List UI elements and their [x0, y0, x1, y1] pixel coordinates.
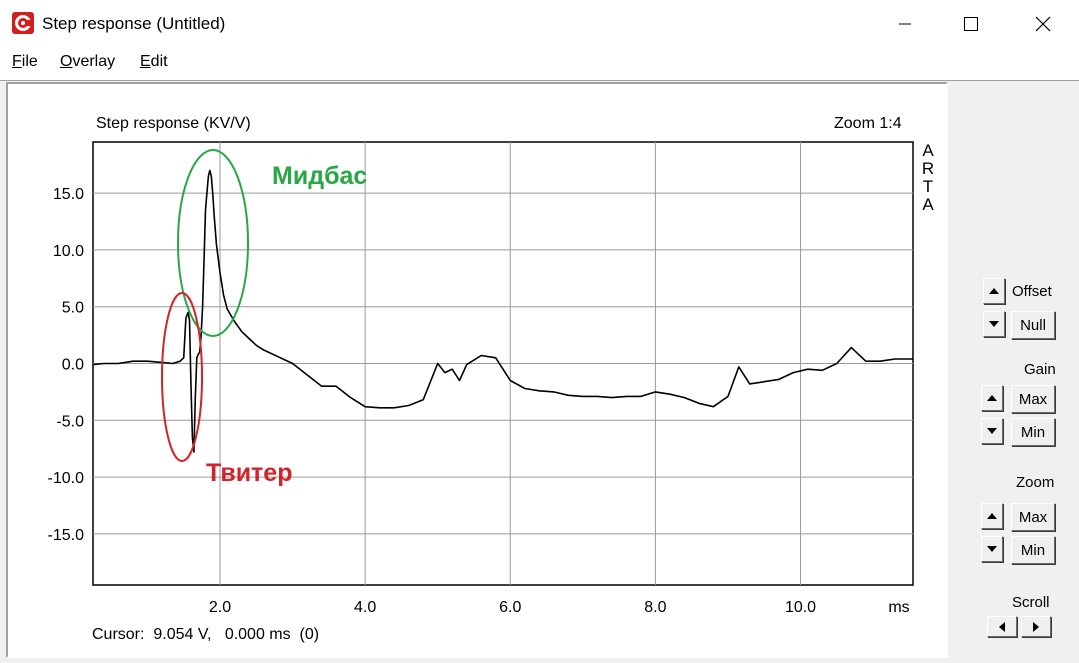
close-button[interactable] [1013, 0, 1073, 48]
down-arrow-icon [987, 428, 997, 434]
x-tick-label: 8.0 [644, 599, 666, 616]
chart-series [92, 169, 913, 453]
plot-title: Step response (KV/V) [96, 115, 251, 132]
scroll-label: Scroll [1012, 594, 1050, 611]
menu-overlay-accel: O [60, 53, 73, 70]
zoom-max-button[interactable]: Max [1011, 503, 1055, 531]
arta-letter: R [921, 159, 935, 178]
y-tick-label: 15.0 [53, 186, 84, 203]
window-title: Step response (Untitled) [42, 14, 226, 33]
menu-bar: File Overlay Edit [0, 48, 1079, 80]
x-tick-label: 2.0 [209, 599, 231, 616]
arta-app-icon[interactable] [12, 12, 34, 34]
gain-min-button[interactable]: Min [1011, 418, 1055, 446]
up-arrow-icon [989, 288, 999, 294]
gain-up-button[interactable] [981, 385, 1003, 411]
y-tick-label: 0.0 [62, 357, 84, 374]
zoom-down-button[interactable] [981, 536, 1003, 562]
chart-tick-labels: 2.0 4.0 6.0 8.0 10.0 15.0 10.0 5.0 0.0 -5.0 -10.0 -… [48, 186, 910, 616]
arta-letter: A [922, 195, 934, 214]
menu-file-label: ile [21, 53, 38, 70]
y-tick-label: 5.0 [62, 300, 84, 317]
chart-grid [92, 141, 914, 586]
minimize-icon [899, 23, 911, 25]
menu-edit-accel: E [140, 53, 151, 70]
menu-file[interactable]: File [12, 53, 38, 71]
x-tick-label: 6.0 [499, 599, 521, 616]
maximize-button[interactable] [941, 0, 1001, 48]
x-tick-label: 4.0 [354, 599, 376, 616]
close-icon [1035, 16, 1051, 32]
x-tick-label: 10.0 [785, 599, 816, 616]
scroll-right-button[interactable] [1021, 616, 1051, 637]
midbass-annotation-label: Мидбас [272, 162, 367, 190]
down-arrow-icon [989, 321, 999, 327]
right-arrow-icon [1033, 621, 1039, 632]
up-arrow-icon [987, 395, 997, 401]
gain-down-button[interactable] [981, 418, 1003, 444]
tweeter-highlight-ellipse [161, 292, 203, 462]
arta-brand-label: A R T A [920, 142, 936, 214]
menu-file-accel: F [12, 53, 22, 70]
gain-max-button[interactable]: Max [1011, 385, 1055, 413]
gain-label: Gain [1024, 361, 1056, 378]
y-tick-label: 10.0 [53, 243, 84, 260]
offset-down-button[interactable] [983, 311, 1005, 337]
cursor-readout: Cursor: 9.054 V, 0.000 ms (0) [92, 626, 320, 643]
menu-edit[interactable]: Edit [140, 53, 168, 71]
menu-overlay-label: verlay [72, 53, 116, 70]
arta-letter: T [922, 177, 934, 196]
midbass-highlight-ellipse [177, 149, 249, 337]
tweeter-annotation-label: Твитер [206, 459, 292, 487]
up-arrow-icon [987, 513, 997, 519]
zoom-min-button[interactable]: Min [1011, 536, 1055, 564]
zoom-up-button[interactable] [981, 503, 1003, 529]
chart-annotations: Мидбас Твитер [161, 149, 367, 487]
scroll-left-button[interactable] [987, 616, 1017, 637]
y-tick-label: -5.0 [56, 413, 84, 430]
x-axis-unit-label: ms [888, 599, 909, 616]
left-arrow-icon [999, 621, 1005, 632]
zoom-ratio-label: Zoom 1:4 [834, 115, 902, 132]
down-arrow-icon [987, 546, 997, 552]
offset-up-button[interactable] [983, 278, 1005, 304]
step-response-line [92, 169, 913, 453]
y-tick-label: -15.0 [48, 527, 85, 544]
title-bar: Step response (Untitled) [0, 0, 1079, 48]
zoom-label: Zoom [1016, 474, 1055, 491]
minimize-button[interactable] [875, 0, 935, 48]
offset-null-button[interactable]: Null [1011, 311, 1055, 339]
arta-letter: A [922, 141, 934, 160]
menu-edit-label: dit [150, 53, 168, 70]
offset-label: Offset [1012, 283, 1052, 300]
y-tick-label: -10.0 [48, 470, 85, 487]
maximize-icon [964, 17, 978, 31]
menu-overlay[interactable]: Overlay [60, 53, 115, 71]
